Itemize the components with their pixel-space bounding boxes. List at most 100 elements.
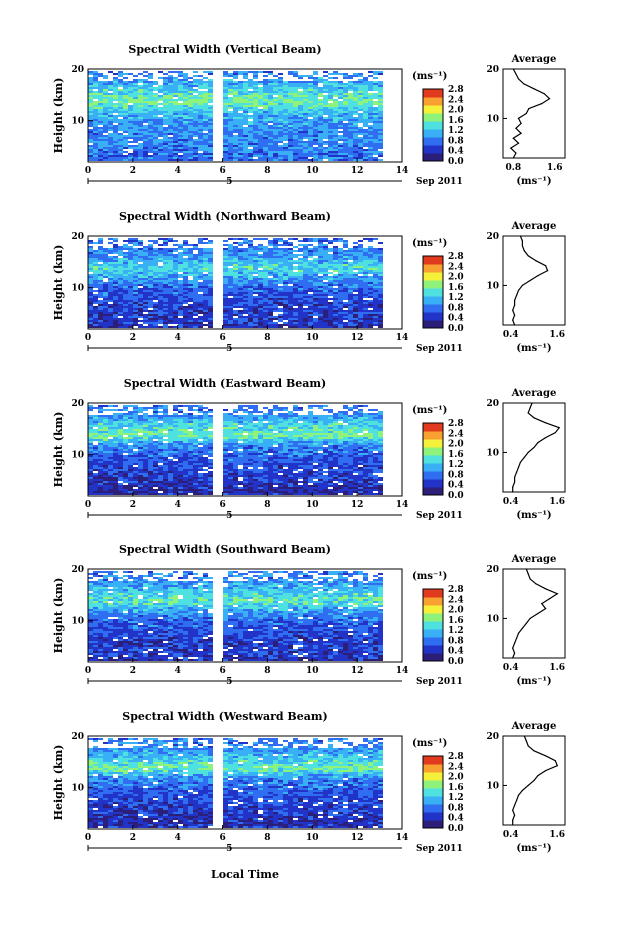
heatmap-cell — [233, 73, 238, 75]
heatmap-cell — [133, 314, 138, 316]
heatmap-cell — [238, 89, 243, 91]
heatmap-cell — [133, 131, 138, 133]
heatmap-cell — [298, 133, 303, 135]
heatmap-cell — [158, 85, 163, 87]
heatmap-cell — [143, 111, 148, 113]
heatmap-cell — [178, 260, 183, 262]
heatmap-cell — [338, 314, 343, 316]
heatmap-cell — [188, 290, 193, 292]
heatmap-cell — [93, 155, 98, 157]
heatmap-cell — [243, 117, 248, 119]
heatmap-cell — [153, 264, 158, 266]
heatmap-cell — [118, 121, 123, 123]
heatmap-cell — [253, 133, 258, 135]
heatmap-cell — [333, 262, 338, 264]
heatmap-cell — [303, 129, 308, 131]
heatmap-cell — [123, 296, 128, 298]
heatmap-cell — [208, 135, 213, 137]
heatmap-cell — [348, 310, 353, 312]
heatmap-cell — [93, 439, 98, 441]
heatmap-cell — [228, 262, 233, 264]
heatmap-cell — [373, 288, 378, 290]
heatmap-cell — [328, 304, 333, 306]
heatmap-cell — [288, 314, 293, 316]
heatmap-cell — [333, 107, 338, 109]
heatmap-cell — [258, 109, 263, 111]
heatmap-cell — [343, 141, 348, 143]
heatmap-cell — [208, 252, 213, 254]
heatmap-cell — [93, 264, 98, 266]
y-tick-label: 20 — [71, 232, 84, 242]
heatmap-cell — [108, 463, 113, 465]
heatmap-cell — [268, 157, 273, 159]
heatmap-cell — [303, 322, 308, 324]
heatmap-cell — [348, 272, 353, 274]
heatmap-cell — [98, 469, 103, 471]
heatmap-cell — [153, 262, 158, 264]
heatmap-cell — [308, 280, 313, 282]
heatmap-cell — [278, 290, 283, 292]
heatmap-cell — [93, 463, 98, 465]
heatmap-cell — [143, 107, 148, 109]
heatmap-cell — [313, 91, 318, 93]
heatmap-cell — [183, 266, 188, 268]
heatmap-cell — [223, 91, 228, 93]
heatmap-cell — [253, 117, 258, 119]
heatmap-cell — [138, 252, 143, 254]
heatmap-cell — [258, 302, 263, 304]
heatmap-cell — [363, 258, 368, 260]
heatmap-cell — [98, 97, 103, 99]
heatmap-cell — [183, 254, 188, 256]
heatmap-cell — [278, 320, 283, 322]
heatmap-cell — [263, 290, 268, 292]
heatmap-cell — [208, 254, 213, 256]
heatmap-cell — [143, 248, 148, 250]
heatmap-cell — [128, 320, 133, 322]
heatmap-cell — [193, 123, 198, 125]
heatmap-cell — [308, 81, 313, 83]
heatmap-cell — [168, 103, 173, 105]
heatmap-cell — [193, 157, 198, 159]
heatmap-cell — [153, 141, 158, 143]
heatmap-cell — [153, 87, 158, 89]
heatmap-cell — [278, 294, 283, 296]
heatmap-cell — [233, 77, 238, 79]
heatmap-cell — [313, 318, 318, 320]
heatmap-cell — [143, 308, 148, 310]
heatmap-cell — [88, 487, 93, 489]
heatmap-cell — [113, 121, 118, 123]
heatmap-cell — [208, 129, 213, 131]
heatmap-cell — [148, 109, 153, 111]
heatmap-cell — [328, 145, 333, 147]
heatmap-cell — [303, 87, 308, 89]
heatmap-cell — [188, 107, 193, 109]
heatmap-cell — [268, 93, 273, 95]
heatmap-cell — [283, 258, 288, 260]
heatmap-cell — [233, 93, 238, 95]
heatmap-cell — [183, 312, 188, 314]
heatmap-cell — [103, 481, 108, 483]
heatmap-cell — [258, 129, 263, 131]
heatmap-cell — [333, 105, 338, 107]
heatmap-cell — [88, 471, 93, 473]
heatmap-cell — [203, 296, 208, 298]
heatmap-cell — [313, 250, 318, 252]
heatmap-cell — [248, 320, 253, 322]
heatmap-cell — [318, 266, 323, 268]
heatmap-cell — [178, 143, 183, 145]
heatmap-cell — [258, 284, 263, 286]
heatmap-cell — [338, 270, 343, 272]
heatmap-cell — [378, 252, 383, 254]
heatmap-cell — [268, 101, 273, 103]
heatmap-cell — [298, 155, 303, 157]
heatmap-cell — [93, 278, 98, 280]
x-tick-label: 12 — [351, 333, 364, 343]
heatmap-cell — [288, 310, 293, 312]
heatmap-cell — [308, 115, 313, 117]
heatmap-cell — [208, 326, 213, 328]
heatmap-cell — [358, 322, 363, 324]
heatmap-cell — [168, 75, 173, 77]
heatmap-cell — [363, 294, 368, 296]
heatmap-cell — [273, 159, 278, 161]
heatmap-cell — [288, 266, 293, 268]
